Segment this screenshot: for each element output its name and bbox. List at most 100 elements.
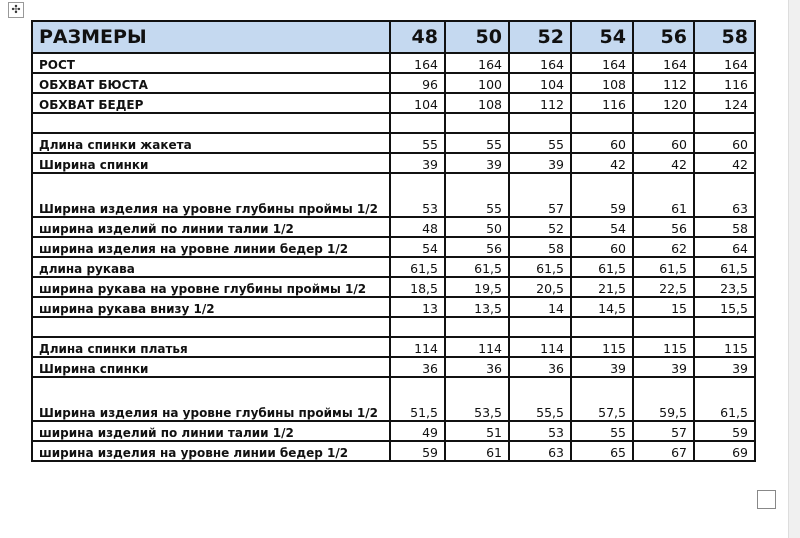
cell-value: 57	[632, 420, 695, 442]
table-row: ОБХВАТ БЮСТА 96 100 104 108 112 116	[31, 72, 756, 94]
cell-value: 36	[389, 356, 446, 378]
cell-value: 22,5	[632, 276, 695, 298]
size-header: 54	[570, 20, 634, 54]
cell-value	[508, 316, 572, 338]
row-label: ширина изделий по линии талии 1/2	[31, 216, 391, 238]
cell-value	[389, 316, 446, 338]
cell-value: 60	[693, 132, 756, 154]
size-header: 48	[389, 20, 446, 54]
table-row: Ширина изделия на уровне глубины проймы …	[31, 172, 756, 218]
row-label	[31, 112, 391, 134]
cell-value: 104	[508, 72, 572, 94]
size-header: 56	[632, 20, 695, 54]
cell-value: 61,5	[632, 256, 695, 278]
table-row: длина рукава 61,5 61,5 61,5 61,5 61,5 61,5	[31, 256, 756, 278]
cell-value	[444, 112, 510, 134]
cell-value: 61,5	[389, 256, 446, 278]
cell-value: 104	[389, 92, 446, 114]
table-row	[31, 112, 756, 134]
cell-value: 114	[444, 336, 510, 358]
cell-value	[570, 112, 634, 134]
row-label: длина рукава	[31, 256, 391, 278]
cell-value: 65	[570, 440, 634, 462]
cell-value	[632, 112, 695, 134]
cell-value	[508, 112, 572, 134]
table-row: Ширина спинки 36 36 36 39 39 39	[31, 356, 756, 378]
cell-value: 55,5	[508, 376, 572, 422]
row-label: Ширина спинки	[31, 356, 391, 378]
cell-value: 54	[389, 236, 446, 258]
cell-value: 13,5	[444, 296, 510, 318]
row-label: ширина изделий по линии талии 1/2	[31, 420, 391, 442]
header-label: РАЗМЕРЫ	[31, 20, 391, 54]
cell-value	[444, 316, 510, 338]
cell-value: 114	[389, 336, 446, 358]
cell-value: 51,5	[389, 376, 446, 422]
cell-value: 14,5	[570, 296, 634, 318]
cell-value: 39	[570, 356, 634, 378]
cell-value: 51	[444, 420, 510, 442]
table-row: Ширина изделия на уровне глубины проймы …	[31, 376, 756, 422]
cell-value: 64	[693, 236, 756, 258]
cell-value: 112	[632, 72, 695, 94]
cell-value: 53	[389, 172, 446, 218]
cell-value: 14	[508, 296, 572, 318]
cell-value: 164	[693, 52, 756, 74]
row-label: Ширина изделия на уровне глубины проймы …	[31, 172, 391, 218]
cell-value: 59,5	[632, 376, 695, 422]
cell-value: 55	[508, 132, 572, 154]
cell-value: 55	[444, 172, 510, 218]
cell-value: 164	[389, 52, 446, 74]
scrollbar[interactable]	[788, 0, 800, 538]
cell-value: 20,5	[508, 276, 572, 298]
cell-value: 164	[570, 52, 634, 74]
cell-value: 60	[570, 132, 634, 154]
row-label: ОБХВАТ БЮСТА	[31, 72, 391, 94]
cell-value: 63	[508, 440, 572, 462]
cell-value: 19,5	[444, 276, 510, 298]
table-row: ширина рукава на уровне глубины проймы 1…	[31, 276, 756, 298]
cell-value: 48	[389, 216, 446, 238]
table-row: РОСТ 164 164 164 164 164 164	[31, 52, 756, 74]
cell-value: 100	[444, 72, 510, 94]
table-row: Ширина спинки 39 39 39 42 42 42	[31, 152, 756, 174]
row-label: ОБХВАТ БЕДЕР	[31, 92, 391, 114]
cell-value: 61,5	[570, 256, 634, 278]
cell-value: 67	[632, 440, 695, 462]
cell-value: 42	[570, 152, 634, 174]
cell-value: 15,5	[693, 296, 756, 318]
cell-value: 116	[570, 92, 634, 114]
cell-value: 124	[693, 92, 756, 114]
table-row: ширина изделий по линии талии 1/2 48 50 52 5…	[31, 216, 756, 238]
cell-value: 50	[444, 216, 510, 238]
cell-value: 21,5	[570, 276, 634, 298]
table-row: ширина рукава внизу 1/2 13 13,5 14 14,5 15 15,…	[31, 296, 756, 318]
cell-value: 108	[444, 92, 510, 114]
cell-value: 39	[508, 152, 572, 174]
cell-value: 55	[570, 420, 634, 442]
cell-value: 164	[632, 52, 695, 74]
size-header: 58	[693, 20, 756, 54]
cell-value: 36	[444, 356, 510, 378]
row-label: Ширина спинки	[31, 152, 391, 174]
row-label: ширина рукава внизу 1/2	[31, 296, 391, 318]
cell-value: 57,5	[570, 376, 634, 422]
cell-value: 55	[389, 132, 446, 154]
cell-value: 55	[444, 132, 510, 154]
table-row: ширина изделий по линии талии 1/2 49 51 53 5…	[31, 420, 756, 442]
table-row: ширина изделия на уровне линии бедер 1/2…	[31, 236, 756, 258]
cell-value: 164	[444, 52, 510, 74]
table-resize-handle[interactable]	[757, 490, 776, 509]
row-label: Ширина изделия на уровне глубины проймы …	[31, 376, 391, 422]
cell-value: 112	[508, 92, 572, 114]
row-label: Длина спинки платья	[31, 336, 391, 358]
cell-value: 42	[632, 152, 695, 174]
cell-value: 39	[632, 356, 695, 378]
table-move-handle-icon[interactable]: ✣	[8, 2, 24, 18]
cell-value: 42	[693, 152, 756, 174]
table-row: ОБХВАТ БЕДЕР 104 108 112 116 120 124	[31, 92, 756, 114]
cell-value: 61	[632, 172, 695, 218]
cell-value	[632, 316, 695, 338]
table-row	[31, 316, 756, 338]
cell-value	[693, 316, 756, 338]
